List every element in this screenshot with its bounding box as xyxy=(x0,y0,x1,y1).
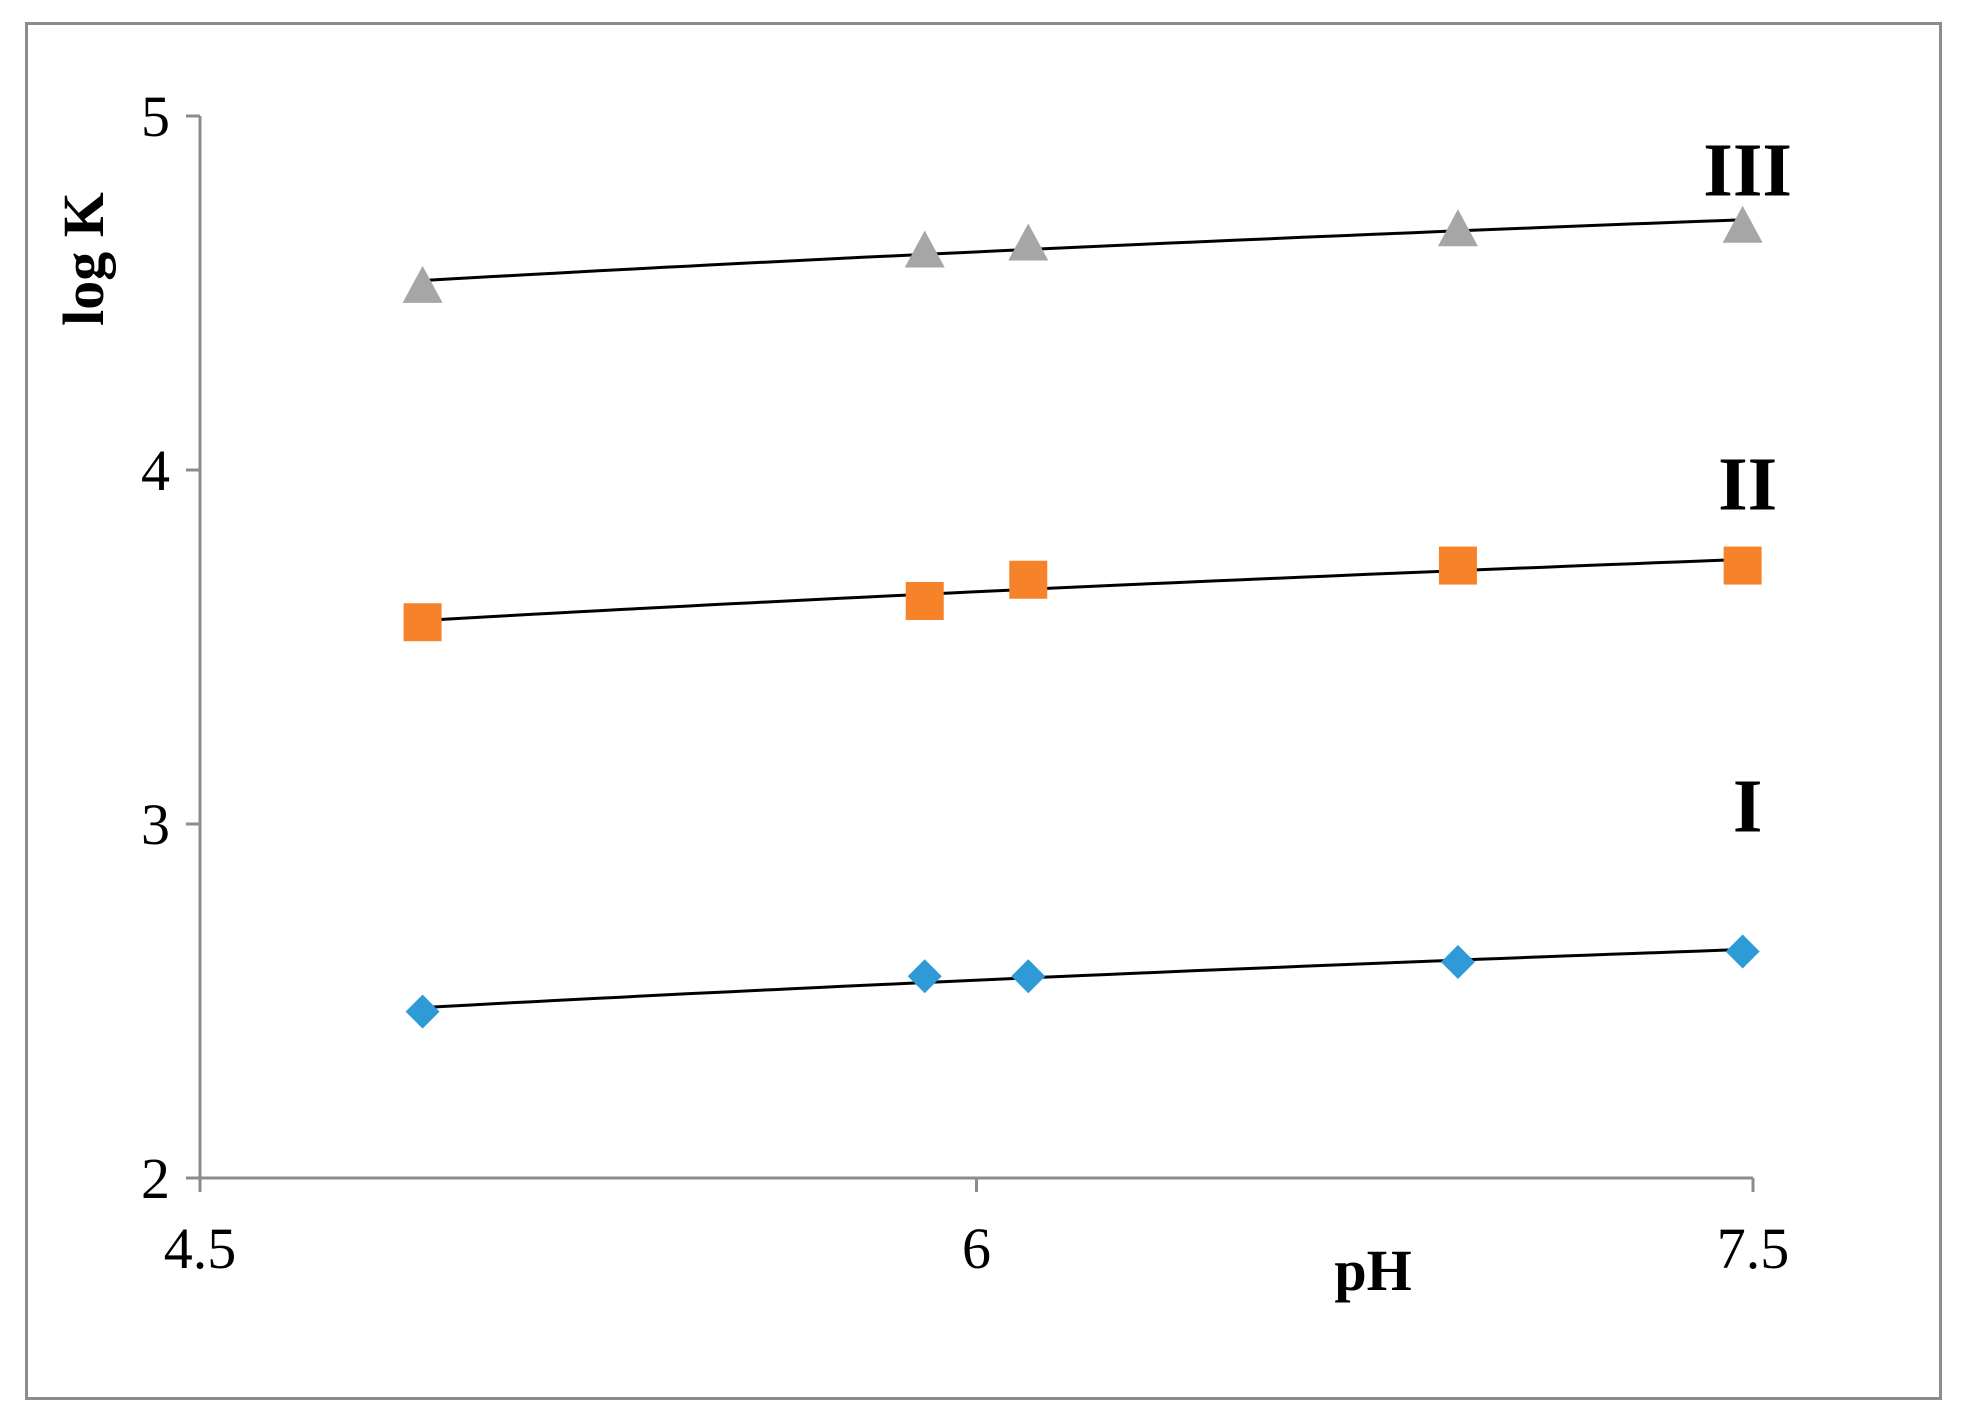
x-tick-label: 4.5 xyxy=(164,1216,237,1281)
data-point-III xyxy=(904,230,945,268)
data-point-I xyxy=(1440,945,1475,980)
data-point-III xyxy=(1437,209,1478,247)
y-axis-title: log K xyxy=(51,192,116,326)
y-tick-label: 5 xyxy=(141,84,170,149)
series-label-III: III xyxy=(1703,129,1792,213)
data-point-I xyxy=(1011,959,1046,994)
data-point-II xyxy=(1438,546,1477,585)
trend-layer xyxy=(422,218,1743,1010)
data-point-I xyxy=(405,994,440,1029)
x-tick-label: 7.5 xyxy=(1717,1216,1790,1281)
x-tick-label: 6 xyxy=(962,1216,991,1281)
trend-line-II xyxy=(422,558,1743,622)
x-axis-title: pH xyxy=(1334,1238,1411,1303)
marker-layer xyxy=(402,205,1763,1029)
chart-frame: 2 3 4 5 4.5 6 7.5 pH log K I II III xyxy=(25,22,1942,1400)
data-point-II xyxy=(905,581,944,620)
axes-layer: 2 3 4 5 4.5 6 7.5 xyxy=(141,84,1789,1281)
y-tick-label: 3 xyxy=(141,792,170,857)
data-point-III xyxy=(1008,223,1049,261)
data-point-III xyxy=(1722,205,1763,243)
trend-line-III xyxy=(422,218,1743,282)
data-point-III xyxy=(402,265,443,303)
y-tick-label: 4 xyxy=(141,438,170,503)
data-point-II xyxy=(403,603,442,642)
series-label-II: II xyxy=(1718,443,1777,527)
data-point-II xyxy=(1723,546,1762,585)
data-point-I xyxy=(907,959,942,994)
data-point-II xyxy=(1009,560,1048,599)
y-tick-label: 2 xyxy=(141,1146,170,1211)
data-point-I xyxy=(1725,934,1760,969)
trend-line-I xyxy=(422,948,1743,1010)
series-label-I: I xyxy=(1733,764,1763,848)
